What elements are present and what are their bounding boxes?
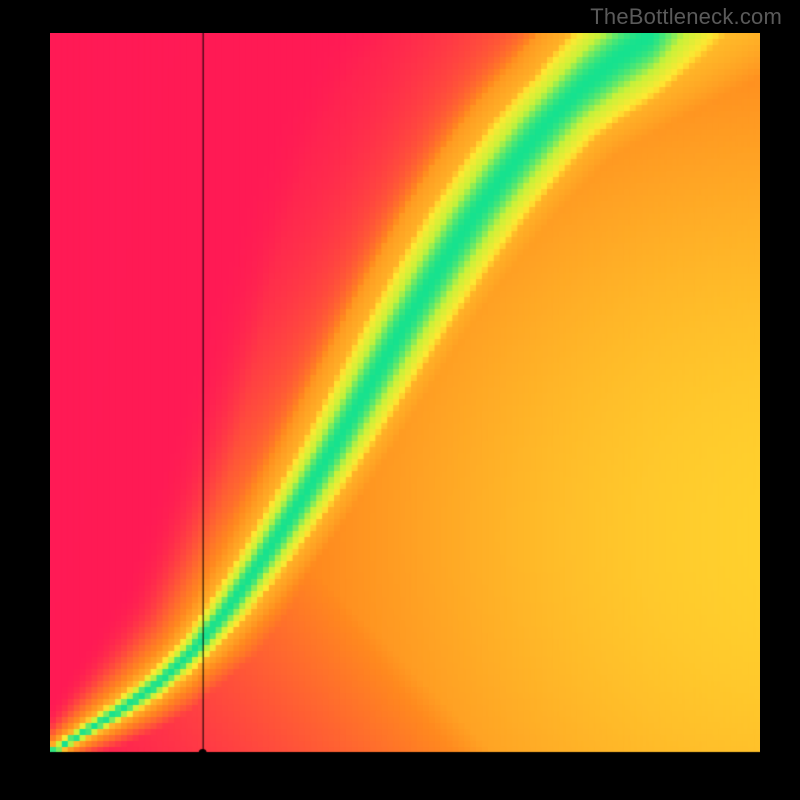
bottleneck-heatmap xyxy=(50,33,760,753)
watermark-label: TheBottleneck.com xyxy=(590,4,782,30)
